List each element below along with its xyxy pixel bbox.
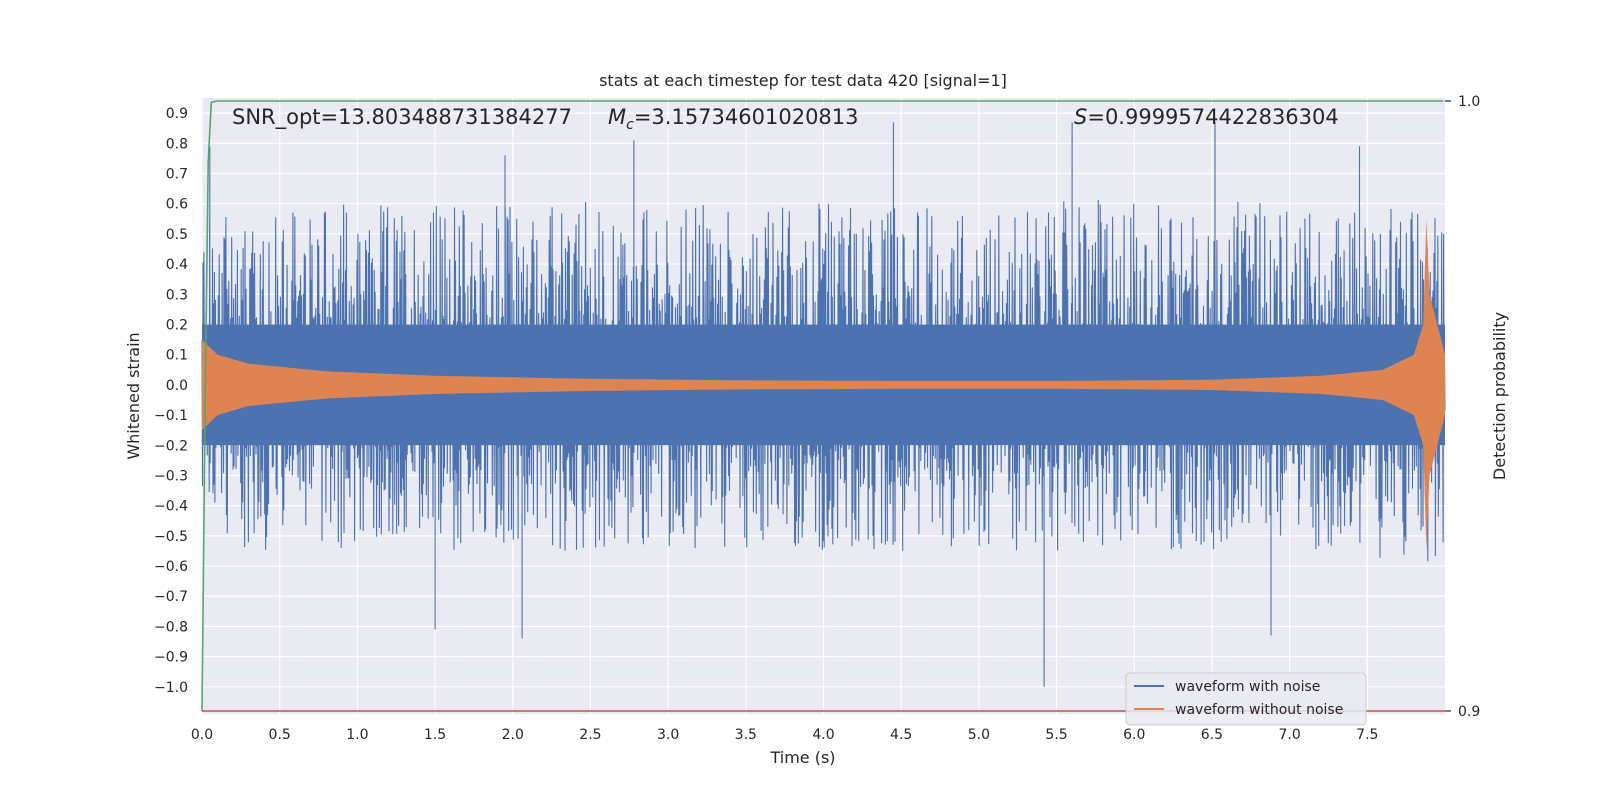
x-tick-label: 6.5 (1201, 727, 1223, 743)
s-symbol: S (1074, 105, 1087, 129)
s-value: =0.9999574422836304 (1087, 105, 1338, 129)
x-tick-label: 4.5 (890, 727, 912, 743)
y-tick-label: −1.0 (154, 680, 188, 696)
legend: waveform with noise waveform without noi… (1125, 672, 1367, 726)
y-tick-label: 0.7 (166, 166, 188, 182)
y-tick-label: 0.4 (166, 257, 188, 273)
x-tick-label: 5.0 (968, 727, 990, 743)
y-tick-label: −0.5 (154, 529, 188, 545)
x-tick-label: 6.0 (1123, 727, 1145, 743)
x-tick-label: 7.0 (1278, 727, 1300, 743)
y-tick-label: 0.1 (166, 348, 188, 364)
y-right-axis-label: Detection probability (1490, 312, 1509, 480)
x-tick-label: 2.5 (579, 727, 601, 743)
y-tick-label: −0.1 (154, 408, 188, 424)
s-annotation: S=0.9999574422836304 (1074, 105, 1339, 129)
clean-waveform-envelope (202, 218, 1445, 551)
legend-label-noise: waveform with noise (1175, 679, 1320, 695)
legend-label-clean: waveform without noise (1175, 702, 1343, 718)
x-tick-label: 4.0 (812, 727, 834, 743)
x-axis-label: Time (s) (769, 748, 835, 767)
y-tick-label: 0.5 (166, 227, 188, 243)
legend-box (1125, 672, 1367, 726)
y-right-tick-label: 0.9 (1458, 704, 1480, 720)
x-tick-label: 5.5 (1045, 727, 1067, 743)
x-tick-label: 1.0 (346, 727, 368, 743)
detection-probability-line (201, 100, 1444, 712)
y-tick-label: −0.9 (154, 650, 188, 666)
y-tick-label: −0.7 (154, 589, 188, 605)
x-tick-label: 3.5 (735, 727, 757, 743)
y-right-tick-label: 1.0 (1458, 94, 1480, 110)
snr-annotation: SNR_opt=13.803488731384277 (232, 105, 572, 130)
y-tick-label: −0.6 (154, 559, 188, 575)
y-tick-label: 0.2 (166, 317, 188, 333)
x-tick-label: 0.0 (191, 727, 213, 743)
y-tick-label: 0.6 (166, 197, 188, 213)
chirp-mass-symbol: M (608, 105, 626, 129)
y-tick-label: 0.3 (166, 287, 188, 303)
chirp-mass-annotation: Mc=3.15734601020813 (608, 105, 859, 133)
x-tick-label: 0.5 (269, 727, 291, 743)
y-tick-label: −0.4 (154, 499, 188, 515)
y-tick-label: −0.3 (154, 468, 188, 484)
y-tick-label: −0.8 (154, 619, 188, 635)
y-tick-label: 0.9 (166, 106, 188, 122)
y-tick-label: −0.2 (154, 438, 188, 454)
x-tick-label: 2.0 (502, 727, 524, 743)
chart-title: stats at each timestep for test data 420… (599, 71, 1007, 90)
y-tick-label: 0.0 (166, 378, 188, 394)
x-tick-label: 1.5 (424, 727, 446, 743)
x-tick-label: 3.0 (657, 727, 679, 743)
chirp-mass-subscript: c (626, 117, 634, 133)
chirp-mass-value: =3.15734601020813 (634, 105, 859, 129)
y-tick-label: 0.8 (166, 136, 188, 152)
x-tick-label: 7.5 (1356, 727, 1378, 743)
y-axis-label: Whitened strain (124, 332, 143, 459)
